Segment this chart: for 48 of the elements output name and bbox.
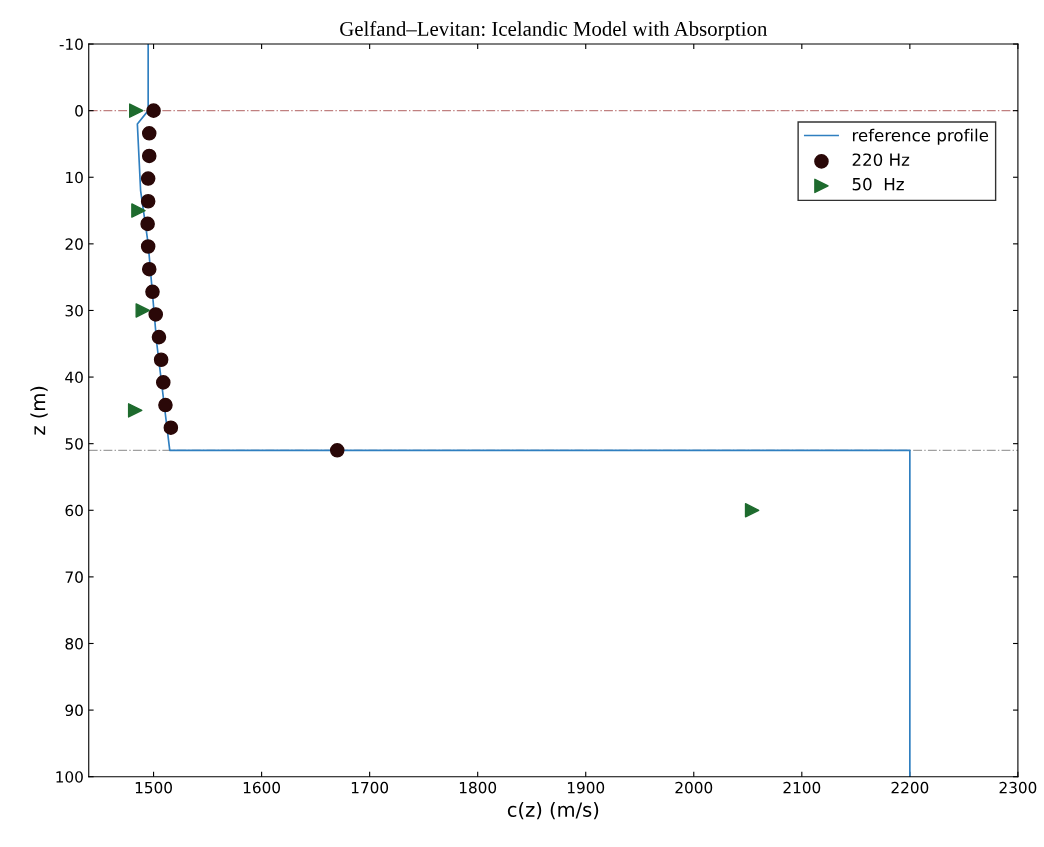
- x-axis-title: c(z) (m/s): [507, 801, 599, 820]
- y-tick-label: 20: [65, 238, 83, 250]
- y-tick-label: 0: [75, 105, 83, 117]
- legend-label: 50 Hz: [852, 177, 904, 191]
- point: [158, 397, 173, 413]
- point: [744, 502, 760, 518]
- x-tick-label: 1800: [459, 781, 497, 794]
- x-tick-label: 1500: [135, 781, 172, 794]
- y-tick-label: -10: [59, 38, 83, 51]
- point: [140, 171, 156, 186]
- point: [156, 375, 171, 390]
- point: [141, 261, 157, 277]
- y-tick-label: 30: [65, 304, 83, 317]
- x-tick-label: 2000: [675, 781, 713, 794]
- x-tick-label: 2200: [891, 781, 929, 794]
- point: [131, 203, 146, 218]
- y-tick-label: 70: [65, 571, 83, 583]
- x-tick-label: 2300: [999, 781, 1037, 794]
- point: [153, 352, 169, 368]
- point: [145, 284, 160, 300]
- x-tick-label: 1900: [567, 781, 605, 794]
- point: [148, 307, 164, 322]
- point: [140, 239, 156, 254]
- y-tick-label: 40: [65, 371, 83, 384]
- y-tick-label: 80: [65, 637, 83, 650]
- point: [140, 193, 156, 209]
- y-axis-title: z (m): [30, 386, 48, 435]
- x-tick-label: 2100: [783, 781, 821, 794]
- y-tick-label: 100: [56, 771, 83, 783]
- point: [151, 329, 167, 345]
- legend-label: 220 Hz: [852, 153, 910, 167]
- y-tick-label: 90: [65, 704, 83, 717]
- point: [135, 303, 151, 318]
- x-tick-label: 1600: [243, 781, 281, 794]
- y-tick-label: 50: [65, 438, 83, 450]
- point: [163, 420, 179, 435]
- point: [146, 103, 161, 118]
- point: [141, 148, 157, 164]
- point: [140, 216, 155, 232]
- point: [141, 126, 157, 141]
- legend-label: reference profile: [852, 128, 989, 145]
- x-tick-label: 1700: [351, 781, 389, 794]
- point: [127, 403, 143, 418]
- chart-title: Gelfand–Levitan: Icelandic Model with Absorption: [340, 21, 768, 41]
- y-tick-label: 10: [66, 171, 83, 184]
- y-tick-label: 60: [65, 504, 83, 517]
- point: [329, 443, 345, 458]
- point: [128, 103, 144, 118]
